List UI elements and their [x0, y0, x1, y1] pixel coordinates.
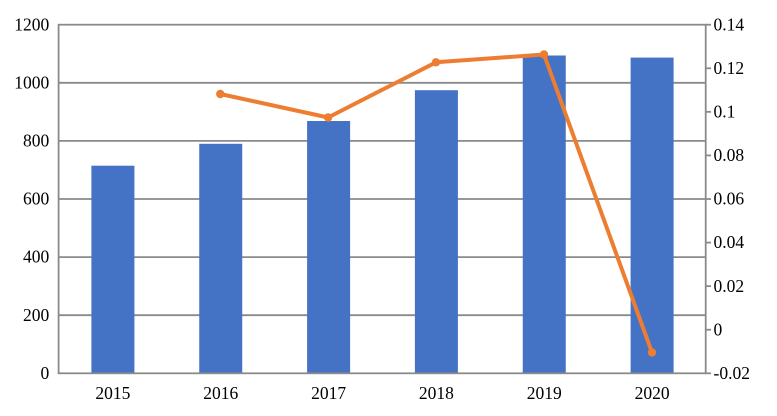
- svg-text:2019: 2019: [527, 383, 562, 403]
- svg-text:600: 600: [23, 189, 50, 209]
- svg-text:0.04: 0.04: [714, 232, 745, 252]
- svg-text:400: 400: [23, 247, 50, 267]
- svg-text:0.1: 0.1: [714, 102, 736, 122]
- svg-text:2015: 2015: [95, 383, 130, 403]
- svg-text:0.14: 0.14: [714, 14, 745, 34]
- svg-text:2017: 2017: [311, 383, 346, 403]
- svg-text:0: 0: [714, 319, 723, 339]
- svg-text:0.02: 0.02: [714, 276, 745, 296]
- svg-text:2020: 2020: [635, 383, 670, 403]
- svg-text:800: 800: [23, 131, 50, 151]
- svg-text:-0.02: -0.02: [714, 363, 750, 383]
- svg-text:2016: 2016: [203, 383, 238, 403]
- svg-text:2018: 2018: [419, 383, 454, 403]
- svg-text:0.12: 0.12: [714, 58, 745, 78]
- svg-text:1000: 1000: [14, 72, 49, 92]
- svg-text:0.08: 0.08: [714, 145, 745, 165]
- svg-text:0: 0: [41, 363, 50, 383]
- svg-text:200: 200: [23, 305, 50, 325]
- svg-text:1200: 1200: [14, 14, 49, 34]
- svg-text:0.06: 0.06: [714, 189, 745, 209]
